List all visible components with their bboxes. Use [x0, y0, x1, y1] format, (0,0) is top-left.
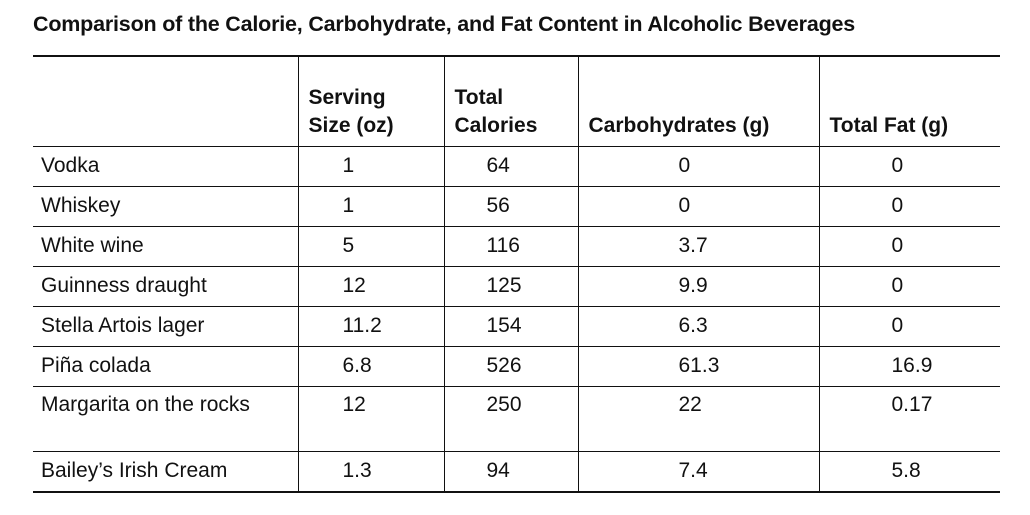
- beverage-cell: Piña colada: [33, 346, 298, 387]
- fat-cell: 0: [818, 146, 1000, 187]
- serving-size-cell: 1.3: [297, 451, 444, 493]
- beverage-cell: White wine: [33, 226, 298, 267]
- beverage-cell: Stella Artois lager: [33, 306, 298, 347]
- carbohydrates-cell: 0: [577, 186, 819, 227]
- fat-cell: 0: [818, 266, 1000, 307]
- table-row: Whiskey 1 56 0 0: [33, 186, 1000, 227]
- carbohydrates-cell: 3.7: [577, 226, 819, 267]
- carbohydrates-cell: 61.3: [577, 346, 819, 387]
- fat-cell: 0: [818, 186, 1000, 227]
- fat-cell: 0: [818, 306, 1000, 347]
- beverage-cell: Bailey’s Irish Cream: [33, 451, 298, 493]
- calories-cell: 154: [443, 306, 578, 347]
- serving-size-cell: 1: [297, 146, 444, 187]
- header-row: Serving Size (oz) Total Calories Carbohy…: [33, 55, 1000, 147]
- header-calories-line1: Total: [454, 85, 504, 109]
- table-body: Vodka 1 64 0 0 Whiskey 1 56 0 0 White wi…: [33, 146, 1000, 493]
- calories-cell: 64: [443, 146, 578, 187]
- beverage-cell: Vodka: [33, 146, 298, 187]
- calories-cell: 56: [443, 186, 578, 227]
- header-total-fat: Total Fat (g): [818, 55, 1000, 147]
- beverage-cell: Margarita on the rocks: [33, 386, 298, 452]
- calories-cell: 250: [443, 386, 578, 452]
- carbohydrates-cell: 22: [577, 386, 819, 452]
- table-row: Stella Artois lager 11.2 154 6.3 0: [33, 306, 1000, 347]
- calories-cell: 116: [443, 226, 578, 267]
- carbohydrates-cell: 9.9: [577, 266, 819, 307]
- calories-cell: 125: [443, 266, 578, 307]
- beverage-cell: Whiskey: [33, 186, 298, 227]
- header-serving-line1: Serving: [308, 85, 386, 109]
- table-row: Piña colada 6.8 526 61.3 16.9: [33, 346, 1000, 387]
- calories-cell: 94: [443, 451, 578, 493]
- header-calories-line2: Calories: [454, 113, 538, 137]
- fat-cell: 0.17: [818, 386, 1000, 452]
- serving-size-cell: 12: [297, 266, 444, 307]
- table-row: White wine 5 116 3.7 0: [33, 226, 1000, 267]
- carbohydrates-cell: 6.3: [577, 306, 819, 347]
- fat-cell: 0: [818, 226, 1000, 267]
- calories-cell: 526: [443, 346, 578, 387]
- carbohydrates-cell: 7.4: [577, 451, 819, 493]
- serving-size-cell: 12: [297, 386, 444, 452]
- table-row: Bailey’s Irish Cream 1.3 94 7.4 5.8: [33, 451, 1000, 493]
- serving-size-cell: 11.2: [297, 306, 444, 347]
- serving-size-cell: 6.8: [297, 346, 444, 387]
- beverage-cell: Guinness draught: [33, 266, 298, 307]
- table-row: Margarita on the rocks 12 250 22 0.17: [33, 386, 1000, 452]
- carbohydrates-cell: 0: [577, 146, 819, 187]
- table-row: Vodka 1 64 0 0: [33, 146, 1000, 187]
- beverage-nutrition-table: Serving Size (oz) Total Calories Carbohy…: [33, 55, 1000, 493]
- table-title: Comparison of the Calorie, Carbohydrate,…: [33, 12, 856, 36]
- table-row: Guinness draught 12 125 9.9 0: [33, 266, 1000, 307]
- serving-size-cell: 5: [297, 226, 444, 267]
- header-serving-size: Serving Size (oz): [297, 55, 444, 147]
- fat-cell: 5.8: [818, 451, 1000, 493]
- header-total-calories: Total Calories: [443, 55, 578, 147]
- table-header: Serving Size (oz) Total Calories Carbohy…: [33, 55, 1000, 147]
- header-serving-line2: Size (oz): [308, 113, 394, 137]
- fat-cell: 16.9: [818, 346, 1000, 387]
- header-beverage: [33, 55, 298, 147]
- header-carbohydrates: Carbohydrates (g): [577, 55, 819, 147]
- serving-size-cell: 1: [297, 186, 444, 227]
